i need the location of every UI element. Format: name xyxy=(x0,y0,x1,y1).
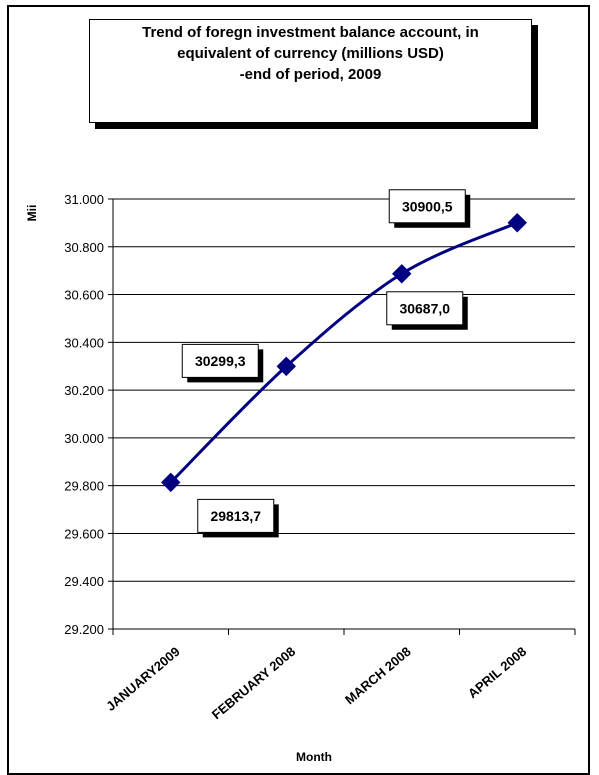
data-point-marker xyxy=(392,264,412,284)
data-label: 29813,7 xyxy=(197,498,279,538)
y-tick-label: 29.800 xyxy=(64,479,104,494)
title-line-3: -end of period, 2009 xyxy=(239,66,382,83)
title-line-1: Trend of foregn investment balance accou… xyxy=(142,24,479,41)
data-label-box xyxy=(197,498,275,533)
data-label-text: 29813,7 xyxy=(210,508,261,524)
data-label: 30900,5 xyxy=(388,189,471,228)
data-label-text: 30299,3 xyxy=(195,353,246,369)
x-tick-label: MARCH 2008 xyxy=(342,644,414,708)
series-layer xyxy=(161,213,527,493)
data-label-layer: 29813,7 30299,3 30687,0 30900,5 xyxy=(181,189,471,538)
y-tick-label: 31.000 xyxy=(64,192,104,207)
y-tick-label: 30.800 xyxy=(64,240,104,255)
axis-layer: 29.200 29.400 29.600 29.800 30.000 30.200 30.4… xyxy=(64,192,576,722)
x-axis-label: Month xyxy=(296,750,332,764)
grid-layer xyxy=(113,198,575,630)
chart-title: Trend of foregn investment balance accou… xyxy=(89,19,532,123)
x-tick-label: APRIL 2008 xyxy=(465,644,529,701)
y-tick-label: 30.000 xyxy=(64,431,104,446)
data-label-box xyxy=(181,343,259,378)
data-label: 30687,0 xyxy=(386,291,468,330)
data-label-text: 30900,5 xyxy=(402,198,453,214)
data-point-marker xyxy=(276,356,296,377)
data-label-box xyxy=(386,291,464,326)
x-tick-label: FEBRUARY 2008 xyxy=(209,644,298,722)
data-label-text: 30687,0 xyxy=(399,300,450,316)
data-label: 30299,3 xyxy=(181,343,264,383)
y-tick-label: 30.600 xyxy=(64,288,104,303)
x-tick-label: JANUARY2009 xyxy=(103,644,183,714)
y-tick-label: 30.200 xyxy=(64,383,104,398)
y-axis-label: Mii xyxy=(25,205,39,222)
y-tick-label: 29.200 xyxy=(64,622,104,637)
series-line xyxy=(169,221,518,484)
y-tick-label: 29.600 xyxy=(64,526,104,541)
y-tick-label: 29.400 xyxy=(64,574,104,589)
data-point-marker xyxy=(161,472,181,493)
data-label-box xyxy=(388,189,466,224)
y-tick-label: 30.400 xyxy=(64,335,104,350)
title-line-2: equivalent of currency (millions USD) xyxy=(177,45,444,62)
data-point-marker xyxy=(507,213,527,233)
